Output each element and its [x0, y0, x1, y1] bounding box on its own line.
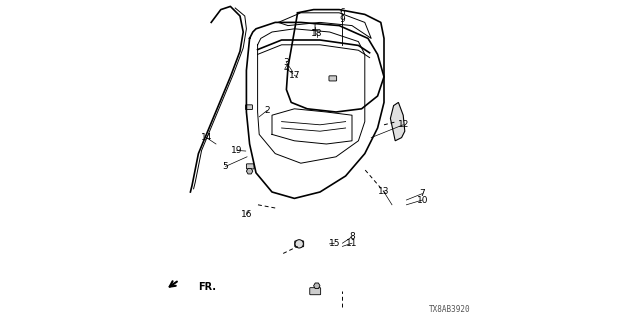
Text: 12: 12: [397, 120, 409, 129]
FancyBboxPatch shape: [295, 241, 304, 247]
Text: 9: 9: [340, 15, 345, 24]
Text: TX8AB3920: TX8AB3920: [429, 305, 470, 314]
Text: 17: 17: [289, 71, 300, 80]
FancyBboxPatch shape: [329, 76, 337, 81]
Text: 1: 1: [312, 23, 318, 32]
Text: 14: 14: [201, 133, 212, 142]
Text: 3: 3: [284, 58, 289, 67]
Polygon shape: [390, 102, 405, 141]
Text: 11: 11: [346, 239, 358, 248]
FancyBboxPatch shape: [246, 164, 254, 169]
FancyBboxPatch shape: [246, 105, 253, 109]
Text: 13: 13: [378, 188, 390, 196]
Circle shape: [295, 240, 303, 248]
Text: 19: 19: [231, 146, 243, 155]
Text: 10: 10: [417, 196, 428, 204]
Text: 16: 16: [241, 210, 252, 219]
Text: FR.: FR.: [198, 282, 216, 292]
Text: 6: 6: [340, 8, 345, 17]
Text: 15: 15: [329, 239, 340, 248]
FancyBboxPatch shape: [310, 288, 321, 295]
Text: 18: 18: [311, 29, 323, 38]
Text: 2: 2: [264, 106, 270, 115]
Text: 5: 5: [223, 162, 228, 171]
Text: 4: 4: [284, 64, 289, 73]
Polygon shape: [246, 168, 253, 174]
Polygon shape: [314, 283, 320, 289]
Text: 8: 8: [349, 232, 355, 241]
Text: 7: 7: [420, 189, 425, 198]
